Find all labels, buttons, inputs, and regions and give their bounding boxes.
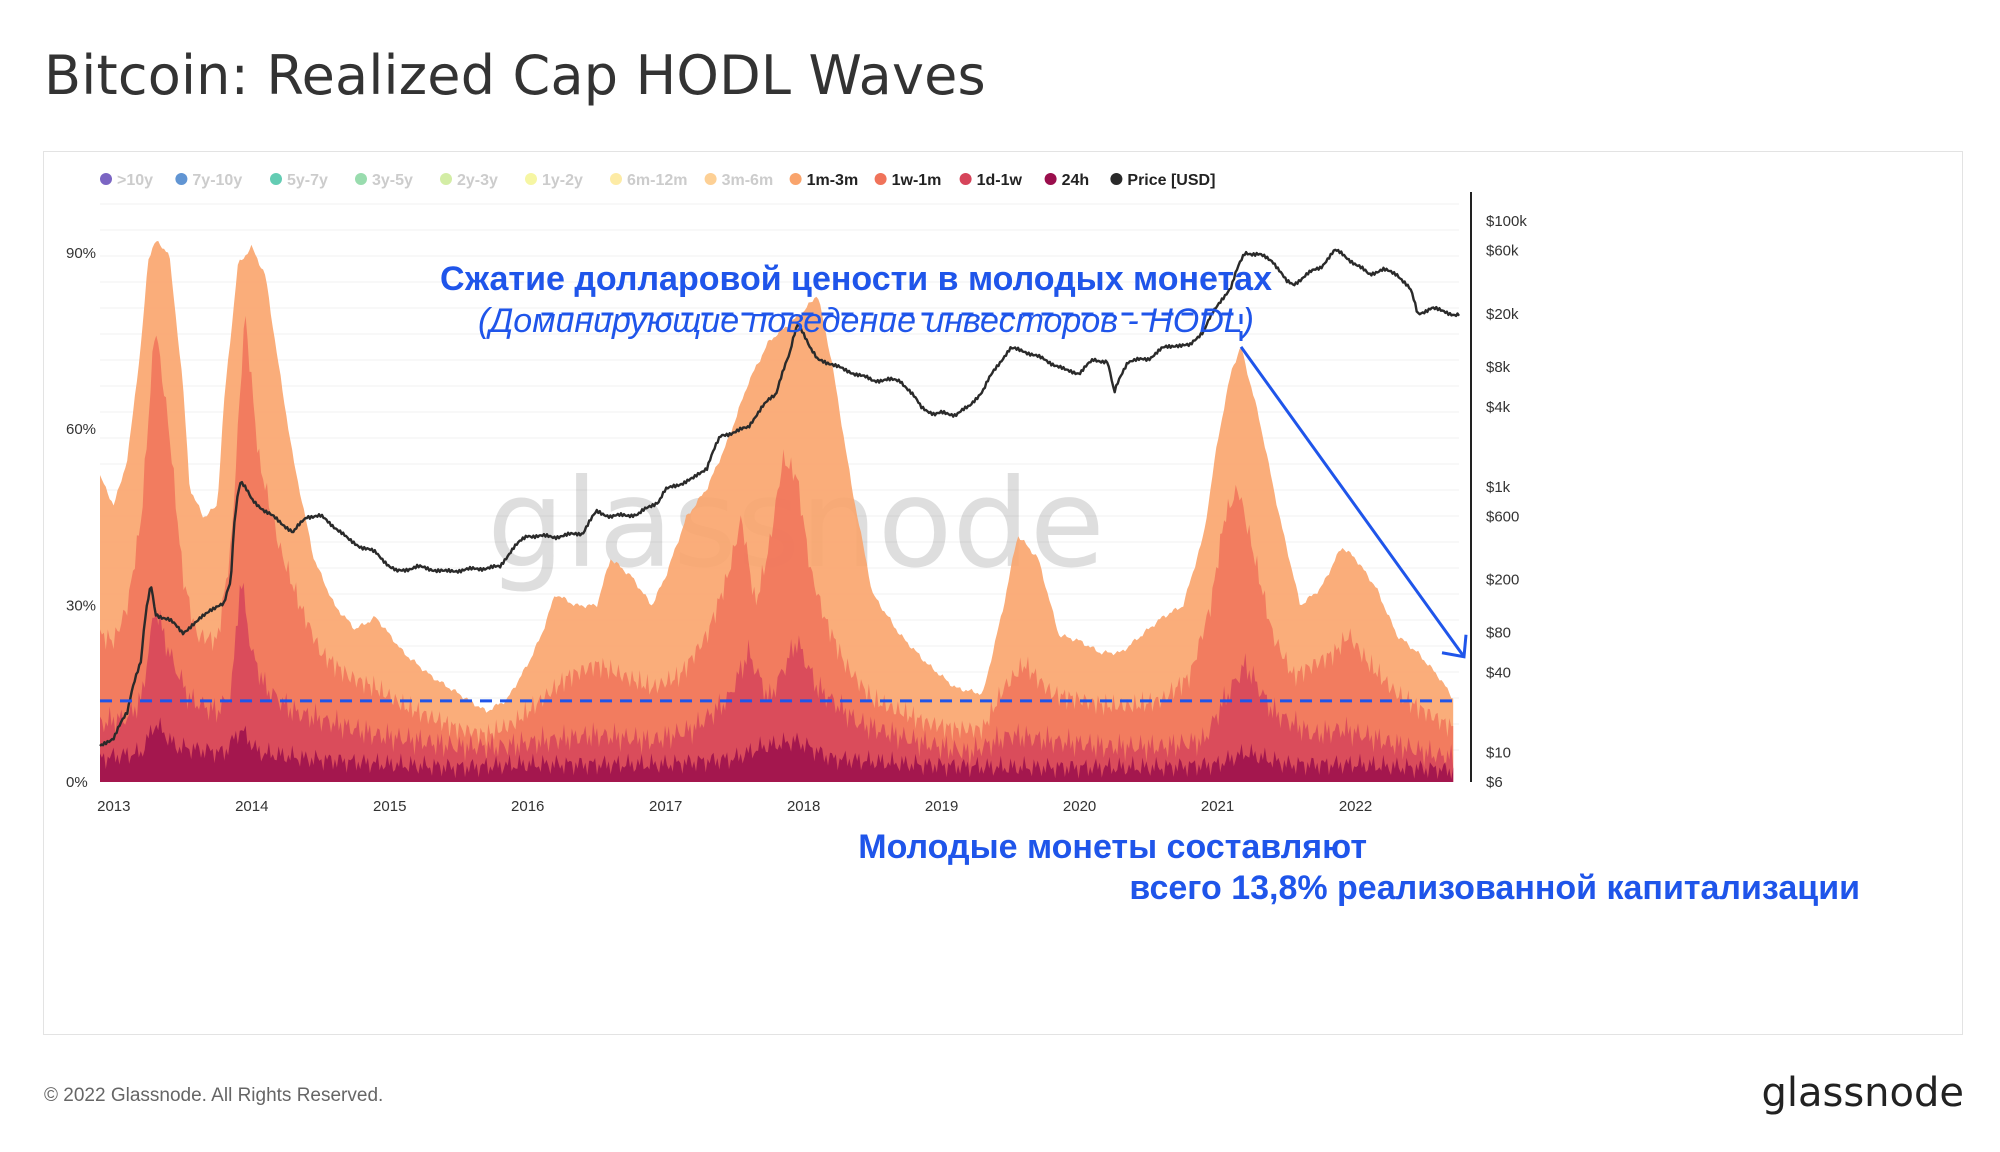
- x-tick-label: 2014: [235, 798, 268, 815]
- legend-label: Price [USD]: [1127, 172, 1215, 189]
- y-right-tick-label: $10: [1486, 745, 1511, 762]
- x-tick-label: 2020: [1063, 798, 1096, 815]
- annotations: Сжатие долларовой цености в молодых моне…: [100, 260, 1860, 907]
- arrow-head-icon: [1441, 634, 1468, 659]
- y-right-tick-label: $1k: [1486, 479, 1511, 496]
- axes: 2013 2014 2015 2016 2017 2018 2019 2020 2021 2022…: [66, 192, 1527, 815]
- y-left-tick-label: 0%: [66, 774, 88, 791]
- legend-item-3y-5y[interactable]: 3y-5y: [355, 172, 413, 189]
- legend-label: 24h: [1062, 172, 1090, 189]
- y-left-tick-label: 30%: [66, 598, 96, 615]
- y-left-tick-label: 60%: [66, 421, 96, 438]
- series-24h-area: [100, 717, 1454, 782]
- legend-label: >10y: [117, 172, 153, 189]
- x-tick-label: 2016: [511, 798, 544, 815]
- legend-label: 1y-2y: [542, 172, 583, 189]
- annotation-bottom-line2: всего 13,8% реализованной капитализации: [1129, 869, 1860, 907]
- y-right-tick-label: $4k: [1486, 399, 1511, 416]
- legend-swatch-icon: [959, 173, 972, 185]
- chart-panel: >10y 7y-10y 5y-7y 3y-5y 2y-3y 1y-2y 6m-12m 3m-6…: [43, 151, 1963, 1035]
- legend-item-3m-6m[interactable]: 3m-6m: [704, 172, 774, 189]
- y-right-tick-label: $200: [1486, 572, 1519, 589]
- legend-label: 3m-6m: [722, 172, 774, 189]
- legend-label: 2y-3y: [457, 172, 498, 189]
- legend-label: 5y-7y: [287, 172, 328, 189]
- x-tick-label: 2013: [97, 798, 130, 815]
- legend-label: 7y-10y: [192, 172, 242, 189]
- y-right-tick-label: $6: [1486, 774, 1503, 791]
- legend-label: 1w-1m: [892, 172, 942, 189]
- legend-item-7y-10y[interactable]: 7y-10y: [175, 172, 242, 189]
- hodl-waves-chart: >10y 7y-10y 5y-7y 3y-5y 2y-3y 1y-2y 6m-12m 3m-6…: [66, 172, 1860, 907]
- legend-label: 3y-5y: [372, 172, 413, 189]
- legend-swatch-icon: [874, 173, 887, 185]
- y-right-tick-label: $600: [1486, 508, 1519, 525]
- legend-swatch-icon: [1044, 173, 1057, 185]
- trend-arrow-line: [1239, 346, 1466, 658]
- legend-label: 1d-1w: [977, 172, 1023, 189]
- series-1w-1m-area: [100, 316, 1454, 782]
- legend-swatch-icon: [100, 173, 112, 185]
- x-tick-label: 2021: [1201, 798, 1234, 815]
- x-tick-label: 2022: [1339, 798, 1372, 815]
- legend-item-1w-1m[interactable]: 1w-1m: [874, 172, 942, 189]
- y-right-tick-label: $20k: [1486, 306, 1519, 323]
- y-right-tick-label: $40: [1486, 665, 1511, 682]
- legend-swatch-icon: [175, 173, 188, 185]
- x-tick-label: 2019: [925, 798, 958, 815]
- x-tick-label: 2015: [373, 798, 406, 815]
- legend-swatch-icon: [270, 173, 282, 185]
- legend-item-6m-12m[interactable]: 6m-12m: [610, 172, 687, 189]
- legend-item-1d-1w[interactable]: 1d-1w: [959, 172, 1023, 189]
- price-line: [99, 248, 1461, 747]
- area-series: [100, 240, 1454, 782]
- glassnode-logo[interactable]: glassnode: [1761, 1070, 1964, 1116]
- legend-item--10y[interactable]: >10y: [100, 172, 153, 189]
- y-right-tick-label: $60k: [1486, 243, 1519, 260]
- legend-item-price-usd-[interactable]: Price [USD]: [1110, 172, 1215, 189]
- annotation-top-line2: (Доминирующие поведение инвесторов - HOD…: [478, 302, 1254, 340]
- x-tick-label: 2017: [649, 798, 682, 815]
- price-series: [99, 248, 1461, 747]
- legend-swatch-icon: [789, 173, 802, 185]
- legend-item-24h[interactable]: 24h: [1044, 172, 1090, 189]
- copyright-text: © 2022 Glassnode. All Rights Reserved.: [44, 1085, 384, 1106]
- y-left-tick-label: 90%: [66, 245, 96, 262]
- x-tick-label: 2018: [787, 798, 820, 815]
- legend-label: 6m-12m: [627, 172, 687, 189]
- legend[interactable]: >10y 7y-10y 5y-7y 3y-5y 2y-3y 1y-2y 6m-12m 3m-6…: [100, 172, 1215, 189]
- legend-label: 1m-3m: [807, 172, 859, 189]
- legend-item-2y-3y[interactable]: 2y-3y: [440, 172, 498, 189]
- page-title: Bitcoin: Realized Cap HODL Waves: [44, 44, 986, 107]
- y-right-tick-label: $100k: [1486, 213, 1527, 230]
- annotation-top-line1: Сжатие долларовой цености в молодых моне…: [440, 260, 1272, 298]
- y-right-tick-label: $80: [1486, 625, 1511, 642]
- legend-item-5y-7y[interactable]: 5y-7y: [270, 172, 328, 189]
- legend-swatch-icon: [525, 173, 537, 185]
- y-right-tick-label: $8k: [1486, 359, 1511, 376]
- legend-swatch-icon: [440, 173, 452, 185]
- annotation-bottom-line1: Молодые монеты составляют: [858, 828, 1367, 866]
- legend-swatch-icon: [1110, 173, 1123, 185]
- legend-item-1m-3m[interactable]: 1m-3m: [789, 172, 859, 189]
- legend-item-1y-2y[interactable]: 1y-2y: [525, 172, 583, 189]
- legend-swatch-icon: [610, 173, 622, 185]
- legend-swatch-icon: [704, 173, 717, 185]
- legend-swatch-icon: [355, 173, 367, 185]
